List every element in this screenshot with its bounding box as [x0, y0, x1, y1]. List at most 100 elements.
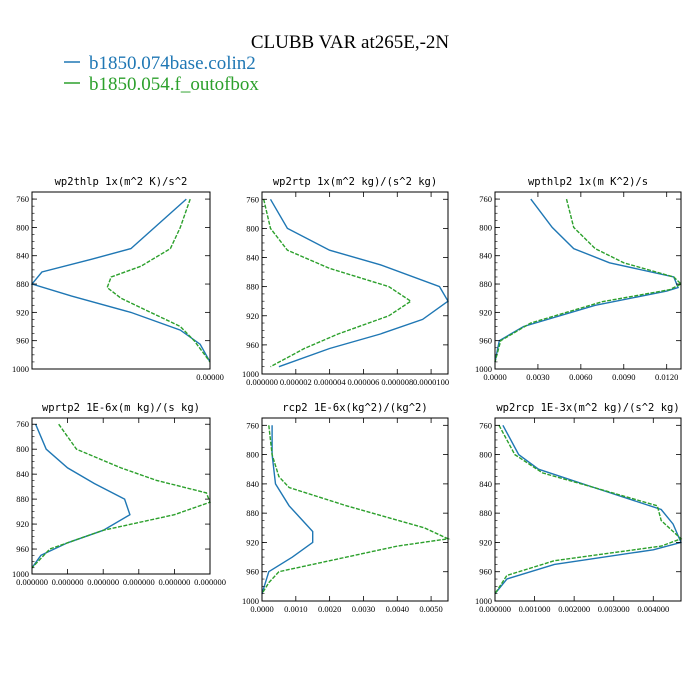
y-tick-label: 960: [16, 336, 29, 346]
y-tick-label: 760: [16, 194, 29, 204]
subplot-4: rcp2 1E-6x(kg^2)/(kg^2) 760 800 840 880 920 96…: [242, 402, 451, 614]
series-line-0: [269, 198, 449, 368]
y-tick-label: 840: [16, 469, 29, 479]
subplot-grid: wp2thlp 1x(m^2 K)/s^2 760 800 840 880 920 960 1…: [12, 176, 683, 614]
x-tick-label: 0.0030: [526, 372, 549, 382]
y-tick-label: 960: [246, 340, 259, 350]
x-tick-label: 0.000000: [16, 577, 48, 587]
series-line-0: [30, 198, 211, 363]
x-tick-label: 0.0050: [419, 604, 442, 614]
series-line-1: [31, 423, 211, 569]
y-tick-label: 840: [479, 479, 492, 489]
figure-title: CLUBB VAR at265E,-2N: [251, 32, 450, 53]
x-tick-label: 0.002000: [558, 604, 590, 614]
y-tick-label: 800: [479, 450, 492, 460]
x-tick-label: 0.003000: [598, 604, 630, 614]
x-tick-label: 0.0010: [284, 604, 307, 614]
series-line-1: [494, 424, 683, 595]
x-tick-label: 0.00000: [196, 372, 224, 382]
y-tick-label: 760: [479, 194, 492, 204]
y-tick-label: 920: [16, 519, 29, 529]
y-tick-label: 880: [246, 508, 259, 518]
y-tick-label: 960: [479, 336, 492, 346]
x-tick-label: 0.000000: [123, 577, 155, 587]
y-tick-label: 920: [16, 307, 29, 317]
y-tick-label: 1000: [475, 596, 492, 606]
series-line-1: [494, 198, 683, 363]
subplot-5: wp2rcp 1E-3x(m^2 kg)/(s^2 kg) 760 800 840 88…: [475, 402, 683, 614]
plot-frame: [261, 191, 449, 375]
x-tick-label: 0.0120: [655, 372, 678, 382]
subplot-title: wp2rcp 1E-3x(m^2 kg)/(s^2 kg): [496, 402, 679, 414]
x-tick-label: 0.001000: [519, 604, 551, 614]
x-tick-label: 0.000002: [280, 377, 312, 387]
series-line-1: [261, 425, 451, 595]
x-tick-label: 0.000008: [381, 377, 413, 387]
x-tick-label: 0.000006: [348, 377, 380, 387]
x-tick-label: 0.000000: [479, 604, 511, 614]
x-tick-label: 0.0020: [318, 604, 341, 614]
y-tick-label: 920: [246, 311, 259, 321]
x-tick-label: 0.000000: [246, 377, 278, 387]
plot-frame: [261, 417, 449, 602]
y-tick-label: 960: [16, 544, 29, 554]
series-line-0: [261, 425, 314, 594]
x-tick-label: 0.0040: [386, 604, 409, 614]
y-tick-label: 760: [246, 194, 259, 204]
subplot-title: rcp2 1E-6x(kg^2)/(kg^2): [282, 402, 427, 414]
y-tick-label: 760: [16, 419, 29, 429]
series-line-1: [106, 198, 211, 363]
x-tick-label: 0.000000: [87, 577, 119, 587]
y-tick-label: 800: [246, 450, 259, 460]
x-tick-label: 0.0000100: [413, 377, 449, 387]
plot-frame: [31, 417, 211, 575]
x-tick-label: 0.000000: [194, 577, 226, 587]
x-tick-label: 0.004000: [637, 604, 669, 614]
y-tick-label: 760: [479, 420, 492, 430]
x-tick-label: 0.000000: [52, 577, 84, 587]
x-tick-label: 0.000000: [158, 577, 190, 587]
y-tick-label: 1000: [475, 364, 492, 374]
y-tick-label: 920: [479, 307, 492, 317]
series-line-0: [494, 424, 682, 595]
subplot-3: wprtp2 1E-6x(m kg)/(s kg) 760 800 840 880 920…: [12, 402, 226, 587]
y-tick-label: 960: [246, 567, 259, 577]
y-tick-label: 800: [479, 222, 492, 232]
y-tick-label: 920: [479, 537, 492, 547]
y-tick-label: 880: [16, 279, 29, 289]
y-tick-label: 800: [16, 444, 29, 454]
subplot-title: wp2rtp 1x(m^2 kg)/(s^2 kg): [273, 176, 437, 188]
y-tick-label: 1000: [12, 364, 29, 374]
y-tick-label: 840: [246, 479, 259, 489]
x-tick-label: 0.0030: [352, 604, 375, 614]
y-tick-label: 880: [479, 279, 492, 289]
subplot-title: wp2thlp 1x(m^2 K)/s^2: [55, 176, 188, 188]
y-tick-label: 840: [479, 251, 492, 261]
y-tick-label: 840: [16, 251, 29, 261]
y-tick-label: 880: [246, 282, 259, 292]
y-tick-label: 880: [16, 494, 29, 504]
plot-frame: [494, 191, 682, 370]
series-line-0: [494, 198, 680, 363]
y-tick-label: 1000: [242, 369, 259, 379]
subplot-2: wpthlp2 1x(m K^2)/s 760 800 840 880 920 960 100…: [475, 176, 683, 382]
y-tick-label: 760: [246, 420, 259, 430]
y-tick-label: 1000: [12, 569, 29, 579]
subplot-title: wpthlp2 1x(m K^2)/s: [528, 176, 648, 188]
y-tick-label: 1000: [242, 596, 259, 606]
x-tick-label: 0.0000: [250, 604, 273, 614]
x-tick-label: 0.0090: [612, 372, 635, 382]
series-line-0: [31, 423, 131, 569]
subplot-0: wp2thlp 1x(m^2 K)/s^2 760 800 840 880 920 960 1…: [12, 176, 224, 382]
x-tick-label: 0.0000: [483, 372, 506, 382]
plot-frame: [31, 191, 211, 370]
y-tick-label: 880: [479, 508, 492, 518]
legend-label-0: b1850.074base.colin2: [89, 53, 256, 74]
legend: b1850.074base.colin2 b1850.054.f_outofbo…: [64, 53, 259, 95]
y-tick-label: 800: [16, 222, 29, 232]
y-tick-label: 920: [246, 537, 259, 547]
x-tick-label: 0.0060: [569, 372, 592, 382]
series-line-1: [263, 199, 413, 368]
subplot-title: wprtp2 1E-6x(m kg)/(s kg): [42, 402, 200, 414]
